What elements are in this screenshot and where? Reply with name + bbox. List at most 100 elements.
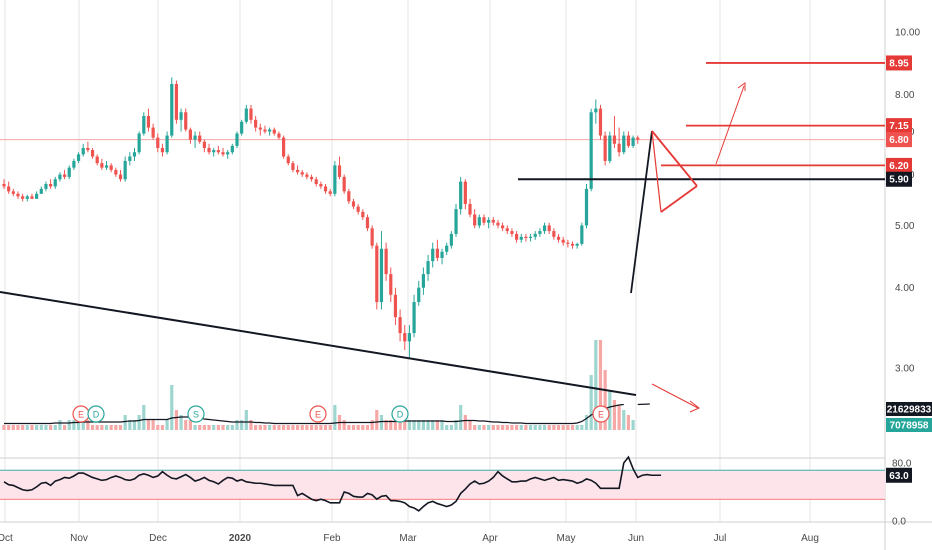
- volume-bar: [445, 425, 449, 430]
- candle-body: [67, 167, 71, 177]
- volume-bar: [295, 425, 300, 430]
- volume-bar: [598, 340, 603, 430]
- price-tag-label: 8.95: [889, 58, 909, 69]
- drawings[interactable]: [0, 62, 885, 413]
- event-circle: [309, 405, 327, 423]
- event-marker-earnings[interactable]: E: [72, 405, 90, 423]
- candle-body: [361, 211, 365, 218]
- volume-bar: [179, 415, 183, 430]
- candle-body: [417, 287, 421, 303]
- candle-body: [160, 147, 165, 153]
- volume-bar: [202, 425, 206, 430]
- volume-bar: [356, 425, 360, 430]
- volume-bar: [109, 425, 113, 430]
- candle-body: [468, 203, 472, 215]
- candle-body: [580, 225, 584, 244]
- volume-bar: [35, 425, 39, 430]
- candle-body: [142, 116, 146, 134]
- volume-bar: [482, 425, 486, 430]
- pennant-side: [651, 130, 662, 213]
- candle-body: [570, 243, 575, 246]
- volume-bar: [412, 420, 416, 430]
- volume-bar: [188, 420, 192, 430]
- pennant-lower: [660, 185, 698, 213]
- x-tick-label: 2020: [229, 533, 252, 544]
- volume-bar: [291, 425, 295, 430]
- candle-body: [268, 129, 272, 132]
- candle-body: [207, 147, 211, 153]
- volume-bar: [496, 425, 500, 430]
- candle-body: [184, 112, 188, 130]
- candle-body: [603, 135, 607, 161]
- candle-body: [156, 137, 160, 148]
- volume-bar: [459, 405, 463, 430]
- breakout-line: [630, 130, 653, 294]
- volume-bar: [309, 425, 314, 430]
- candle-body: [631, 137, 635, 146]
- volume-bar: [323, 425, 328, 430]
- candle-body: [295, 169, 300, 173]
- event-marker-dividend[interactable]: D: [87, 405, 105, 423]
- x-tick-label: Jun: [628, 533, 644, 544]
- volume-bar: [174, 410, 179, 430]
- candle-body: [282, 137, 286, 157]
- event-marker-earnings[interactable]: E: [309, 405, 327, 423]
- event-circle: [87, 405, 105, 423]
- volume-bar: [114, 425, 118, 430]
- candle-body: [39, 188, 43, 194]
- event-circle: [391, 405, 409, 423]
- volume-bar: [235, 420, 239, 430]
- volume-bar: [49, 425, 53, 430]
- candle-body: [165, 135, 169, 153]
- candle-body: [258, 127, 262, 130]
- candle-body: [389, 274, 393, 295]
- volume-bar: [519, 425, 523, 430]
- candle-body: [235, 133, 239, 146]
- arrow-head: [737, 82, 746, 91]
- volume-bar: [365, 425, 370, 430]
- candle-body: [463, 181, 467, 204]
- volume-bar: [258, 425, 262, 430]
- volume-bar: [30, 425, 34, 430]
- volume-bar: [626, 415, 631, 430]
- x-tick-label: Dec: [149, 533, 167, 544]
- volume-bar: [198, 425, 202, 430]
- arrow-head: [689, 400, 700, 413]
- candle-body: [393, 294, 398, 318]
- volume-bar: [403, 420, 407, 430]
- event-marker-split[interactable]: S: [187, 405, 205, 423]
- candle-body: [263, 129, 267, 132]
- candle-body: [100, 163, 104, 168]
- volume-bar: [11, 425, 15, 430]
- volume-bar: [487, 425, 491, 430]
- price-tags: 8.95 7.15 6.80 6.20 5.90 21629833 7078958 63.0: [886, 55, 932, 483]
- event-marker-dividend[interactable]: D: [391, 405, 409, 423]
- candle-body: [542, 225, 547, 232]
- candle-body: [459, 181, 463, 210]
- candle-body: [584, 188, 589, 226]
- candle-body: [81, 147, 85, 155]
- candle-body: [291, 163, 295, 170]
- candle-body: [170, 84, 174, 136]
- volume-bar: [398, 420, 402, 430]
- volume-bar: [2, 425, 6, 430]
- candle-body: [272, 129, 276, 134]
- rsi-tick-label: 0.0: [892, 517, 906, 528]
- candle-body: [49, 184, 53, 187]
- volume-bar: [515, 425, 519, 430]
- event-marker-earnings[interactable]: E: [592, 405, 610, 423]
- volume-bar: [505, 425, 509, 430]
- candle-body: [575, 243, 579, 246]
- candle-body: [547, 225, 551, 232]
- rsi-band: [0, 470, 885, 500]
- event-label: D: [93, 410, 100, 420]
- volume-bar: [617, 405, 621, 430]
- candle-body: [431, 248, 435, 262]
- price-tag: [886, 118, 912, 134]
- candle-body: [300, 172, 304, 175]
- candle-body: [412, 302, 416, 334]
- volume-bar: [207, 425, 211, 430]
